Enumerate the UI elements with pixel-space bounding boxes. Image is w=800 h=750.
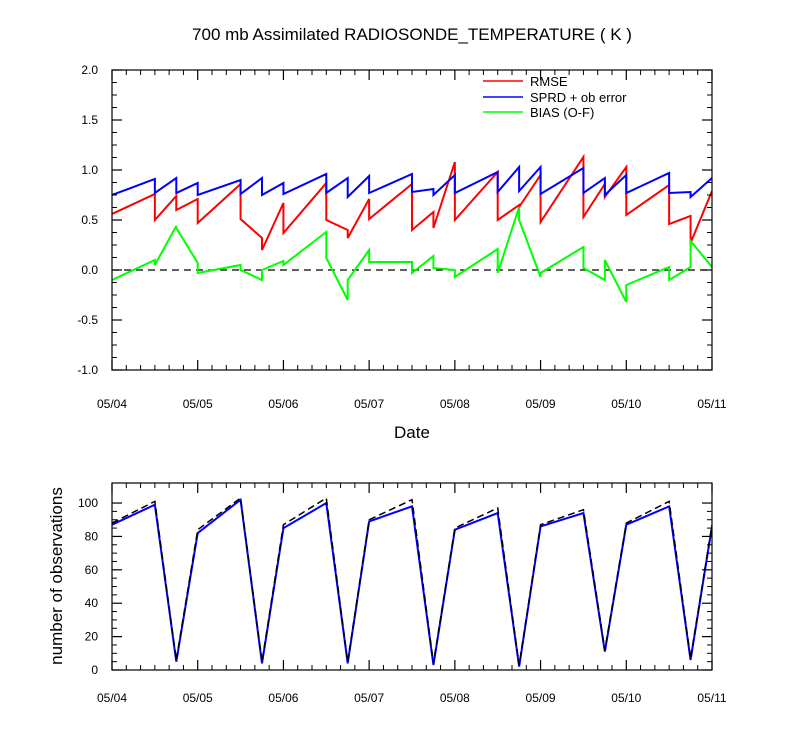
top-chart-title: 700 mb Assimilated RADIOSONDE_TEMPERATUR…	[192, 25, 632, 44]
top-y-tick-label: 0.0	[81, 263, 98, 277]
bottom-x-tick-label: 05/04	[97, 691, 127, 705]
bottom-x-tick-label: 05/05	[183, 691, 213, 705]
bottom-x-tick-label: 05/09	[526, 691, 556, 705]
top-x-tick-label: 05/04	[97, 397, 127, 411]
top-x-tick-label: 05/05	[183, 397, 213, 411]
top-panel: 05/04 05/05 05/06 05/07 05/08 05/09 05/10 05/11…	[77, 63, 727, 411]
bottom-y-tick-label: 40	[85, 596, 99, 610]
bottom-y-tick-label: 20	[85, 630, 99, 644]
top-x-tick-label: 05/10	[611, 397, 641, 411]
bottom-series-group	[112, 496, 712, 667]
bottom-y-tick-label: 80	[85, 529, 99, 543]
top-y-tick-label: -0.5	[77, 313, 98, 327]
top-y-tick-label: 1.0	[81, 163, 98, 177]
bottom-y-tick-label: 100	[78, 496, 98, 510]
top-legend	[483, 80, 523, 113]
bottom-x-tick-label: 05/10	[611, 691, 641, 705]
bottom-y-tick-label: 0	[91, 663, 98, 677]
bottom-x-tick-label: 05/08	[440, 691, 470, 705]
bottom-x-tick-label: 05/11	[697, 691, 726, 705]
top-series-line-bias-o-f	[112, 206, 712, 303]
bottom-x-tick-label: 05/06	[268, 691, 298, 705]
bottom-panel: 05/04 05/05 05/06 05/07 05/08 05/09 05/10 05/11…	[78, 482, 727, 705]
top-series-group	[112, 153, 712, 303]
bottom-series-line-possible	[112, 496, 712, 666]
bottom-y-axis-label: number of observations	[47, 487, 66, 665]
bottom-x-tick-label: 05/07	[354, 691, 384, 705]
top-x-tick-label: 05/08	[440, 397, 470, 411]
bottom-y-tick-label: 60	[85, 563, 99, 577]
top-x-tick-label: 05/07	[354, 397, 384, 411]
top-x-tick-label: 05/11	[697, 397, 726, 411]
top-series-line-sprd-ob-error	[112, 164, 712, 200]
top-x-tick-label: 05/06	[268, 397, 298, 411]
top-x-tick-label: 05/09	[526, 397, 556, 411]
legend-label-rmse: RMSE	[530, 74, 568, 89]
legend-label-bias: BIAS (O-F)	[530, 105, 594, 120]
top-y-tick-label: 0.5	[81, 213, 98, 227]
top-y-tick-label: 1.5	[81, 113, 98, 127]
top-y-tick-label: 2.0	[81, 63, 98, 77]
top-x-axis-label: Date	[394, 423, 430, 442]
top-y-tick-label: -1.0	[77, 363, 98, 377]
legend-label-sprd: SPRD + ob error	[530, 90, 627, 105]
